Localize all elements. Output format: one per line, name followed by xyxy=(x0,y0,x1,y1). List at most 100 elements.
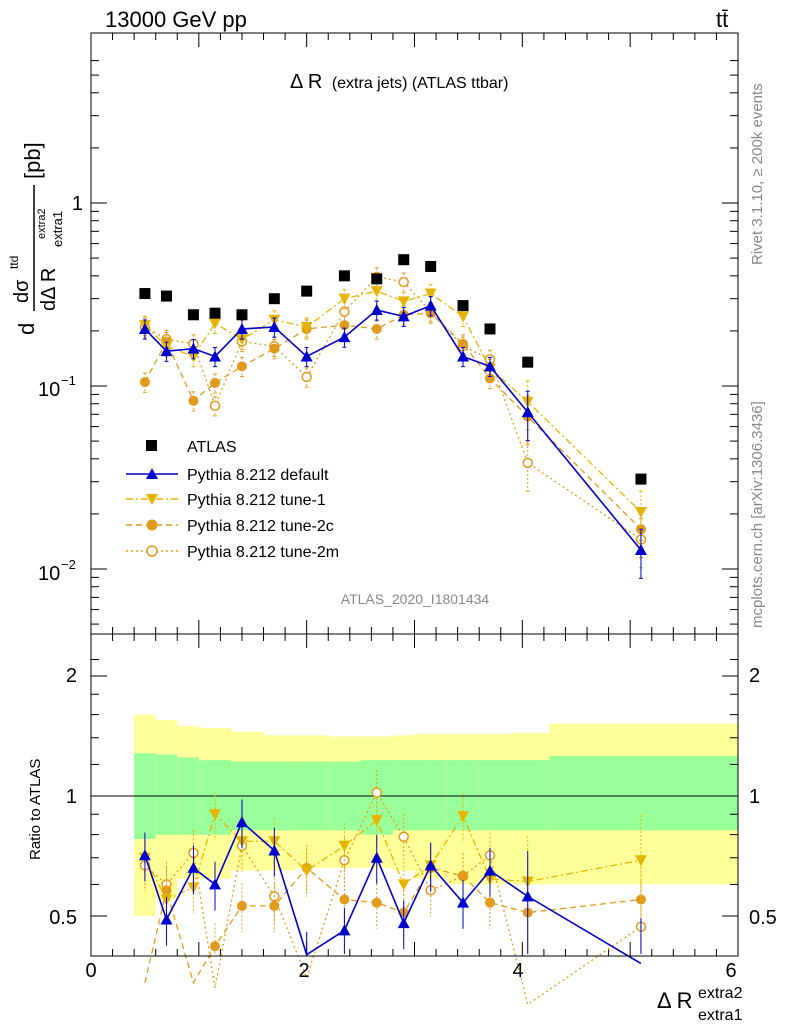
data-point xyxy=(236,309,248,321)
ratio-point xyxy=(138,849,151,861)
top-ylabel: d dσ ttd dΔ R extra1 extra2 [pb] xyxy=(7,142,65,335)
data-point xyxy=(187,309,199,321)
data-point xyxy=(397,296,410,308)
ylabel-denominator-sup: extra2 xyxy=(36,208,48,239)
ratio-band-inner xyxy=(414,760,447,831)
data-point xyxy=(235,322,248,334)
ytick-1e-2: 10 −2 xyxy=(38,557,76,585)
ratio-point xyxy=(484,897,495,908)
data-point xyxy=(139,377,150,388)
ratio-band-inner xyxy=(392,760,415,831)
ratio-point xyxy=(457,896,470,908)
plot-title-main: Δ R xyxy=(290,71,322,93)
svg-text:−1: −1 xyxy=(61,373,76,388)
data-point xyxy=(371,323,382,334)
ratio-point xyxy=(397,879,410,891)
data-point xyxy=(300,350,313,362)
data-point xyxy=(457,350,470,362)
ratio-point xyxy=(398,831,409,843)
ytick-1e-1: 10 −1 xyxy=(38,373,76,401)
xtick-2: 2 xyxy=(298,960,309,982)
data-point xyxy=(398,254,410,266)
data-point xyxy=(484,323,496,335)
svg-text:−2: −2 xyxy=(61,557,76,572)
ratio-point xyxy=(300,865,313,877)
data-point xyxy=(235,334,248,346)
ratio-ytick-2-right: 2 xyxy=(749,665,760,687)
series-line xyxy=(144,304,642,551)
svg-text:10: 10 xyxy=(38,379,60,401)
data-point xyxy=(268,321,281,333)
legend-marker-default xyxy=(146,468,158,479)
legend: ATLAS Pythia 8.212 default Pythia 8.212 … xyxy=(126,439,339,561)
data-point xyxy=(424,288,437,300)
data-point xyxy=(338,293,351,305)
ratio-ytick-0.5-right: 0.5 xyxy=(749,907,777,929)
ratio-point xyxy=(521,890,534,902)
xtick-4: 4 xyxy=(512,960,523,982)
ratio-data-layer xyxy=(138,769,647,1006)
rivet-label: Rivet 3.1.10, ≥ 200k events xyxy=(749,83,766,265)
ratio-ytick-1-right: 1 xyxy=(749,786,760,808)
process-label: tt̄ xyxy=(716,7,728,32)
data-point xyxy=(236,361,247,372)
ratio-point xyxy=(370,851,383,863)
legend-marker-tune2m xyxy=(146,545,158,557)
data-point xyxy=(370,286,383,298)
ratio-point xyxy=(187,861,200,873)
data-point xyxy=(269,343,280,354)
data-point xyxy=(457,300,469,312)
data-point xyxy=(458,338,469,349)
data-point xyxy=(371,273,383,285)
xlabel-sub: extra1 xyxy=(698,1007,743,1024)
series-line xyxy=(144,290,642,513)
data-point xyxy=(300,322,313,334)
ratio-point xyxy=(458,870,469,881)
ratio-point xyxy=(457,811,470,823)
ratio-point xyxy=(371,787,383,798)
data-point xyxy=(209,318,222,330)
xlabel-sup: extra2 xyxy=(698,985,743,1002)
ratio-band-inner xyxy=(549,755,738,831)
data-point xyxy=(209,307,221,319)
ratio-point xyxy=(483,864,496,876)
data-point xyxy=(425,260,437,272)
data-point xyxy=(397,310,410,322)
data-point xyxy=(370,304,383,316)
ylabel-numerator-sup: ttd xyxy=(7,256,21,269)
ytick-1: 1 xyxy=(72,193,83,215)
plot-title: Δ R (extra jets) (ATLAS ttbar) xyxy=(290,71,508,93)
data-point xyxy=(338,270,350,282)
ylabel-denominator-sub: extra1 xyxy=(50,211,65,247)
ratio-point xyxy=(235,816,248,828)
ratio-panel-frame xyxy=(90,633,739,957)
xlabel-main: Δ R xyxy=(657,988,692,1013)
ratio-point xyxy=(269,900,280,911)
data-point xyxy=(339,320,350,331)
data-point xyxy=(521,406,534,418)
ratio-band-inner xyxy=(511,760,550,831)
legend-marker-tune1 xyxy=(146,494,158,505)
analysis-id: ATLAS_2020_I1801434 xyxy=(341,591,490,607)
series-0 xyxy=(139,254,647,485)
ratio-point xyxy=(209,878,222,890)
ratio-point xyxy=(634,855,647,867)
data-point xyxy=(522,457,533,469)
data-point xyxy=(188,395,199,406)
data-point xyxy=(457,311,470,323)
data-point xyxy=(209,400,221,411)
ratio-bands xyxy=(134,714,738,916)
legend-marker-tune2c xyxy=(146,519,158,531)
data-point xyxy=(522,356,534,368)
ratio-ylabel: Ratio to ATLAS xyxy=(27,759,44,860)
ratio-ytick-0.5-left: 0.5 xyxy=(49,907,77,929)
ratio-point xyxy=(236,900,247,911)
legend-label-atlas: ATLAS xyxy=(187,439,237,456)
ratio-ytick-1-left: 1 xyxy=(66,786,77,808)
ratio-series-line xyxy=(144,813,642,901)
ratio-axis-ticks xyxy=(90,634,739,956)
ratio-point xyxy=(210,941,221,952)
data-point xyxy=(301,371,312,383)
data-point xyxy=(398,276,409,288)
data-point xyxy=(209,350,222,362)
